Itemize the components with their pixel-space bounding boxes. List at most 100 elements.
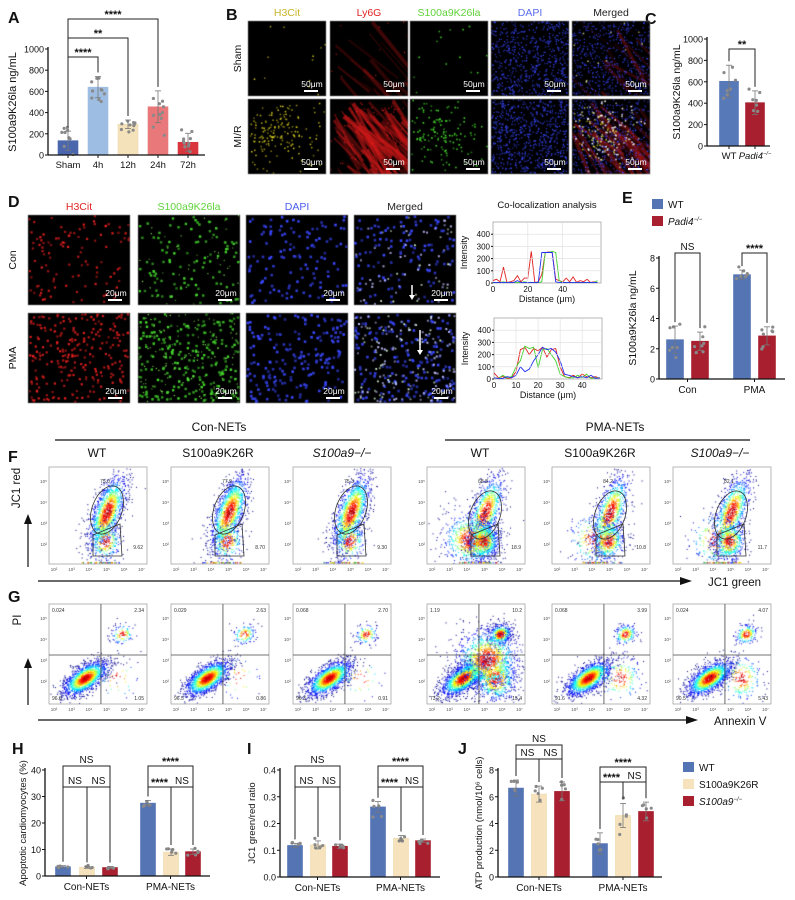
data-point (186, 853, 190, 857)
bar-chart-a (57, 18, 199, 157)
significance-bracket (674, 252, 701, 329)
quadrant-percent: 0.068 (555, 608, 568, 614)
significance-label: NS (92, 776, 106, 787)
scale-bar-line (326, 299, 340, 301)
label-text: Padi4 (739, 151, 763, 162)
y-tick-label: 10³ (40, 658, 47, 663)
y-tick-label: 10² (40, 679, 47, 684)
plot-frame (551, 603, 651, 705)
arrow-right-icon (686, 716, 698, 724)
y-tick-label: 0 (698, 142, 703, 152)
plot-frame (170, 466, 270, 565)
scale-bar-line (547, 90, 561, 92)
x-axis-label: Distance (μm) (519, 294, 575, 304)
x-tick-label: 10³ (571, 707, 578, 712)
channel-header: H3Cit (274, 7, 300, 19)
flow-plot-annexin: 0.068 2.70 96.3 0.91 (292, 603, 392, 705)
significance-bracket (741, 252, 768, 323)
data-point (119, 127, 123, 132)
quadrant-percent: 10.2 (512, 608, 522, 614)
flow-axes: 10² 10³ 10⁴ 10⁵ 10⁶ 10⁷ 10⁵ 10⁴ 10³ 10² (162, 479, 267, 572)
micrograph-con-merged (353, 214, 457, 306)
legend-swatch (683, 796, 694, 806)
data-point (760, 347, 764, 351)
quadrant-percent: 91.6 (555, 696, 565, 702)
scale-bar: 50μm (544, 79, 566, 92)
x-tick-label: 10³ (446, 567, 453, 572)
scale-bar-label: 50μm (301, 79, 322, 89)
x-tick-label: 10⁷ (762, 567, 769, 572)
gate-percent: 68.8 (478, 479, 488, 485)
y-axis-label: Intensity (459, 235, 469, 269)
data-point (420, 838, 424, 843)
arrow-head-icon (417, 350, 423, 355)
micrograph-sham-s100a9k26la (409, 20, 489, 97)
y-tick-label: 200 (29, 129, 44, 139)
data-point (563, 787, 568, 791)
y-tick-label: 10² (418, 679, 425, 684)
quadrant-percent: 1.05 (134, 696, 144, 702)
data-point (318, 845, 322, 849)
gate-polygon (336, 523, 367, 557)
x-tick-label: 40 (578, 381, 587, 390)
genotype-header: S100a9−/− (313, 446, 372, 460)
significance-label: **** (746, 243, 764, 255)
x-tick-label: 10⁵ (225, 567, 232, 572)
micrograph-mir-merged (571, 98, 651, 175)
data-point (512, 779, 516, 783)
bar (733, 274, 751, 380)
data-point (670, 345, 674, 349)
x-tick-label: PMA-NETs (599, 883, 648, 894)
y-tick-label: 10³ (162, 658, 169, 663)
y-tick-label: 800 (688, 56, 703, 66)
x-tick-label: 10⁴ (464, 567, 471, 572)
y-tick-label: 10³ (162, 521, 169, 526)
significance-label: **** (603, 772, 621, 784)
data-point (379, 814, 384, 819)
y-tick-label: 400 (688, 99, 703, 109)
legend-label: WT (668, 200, 684, 211)
bar-chart-c (719, 48, 765, 147)
x-tick-label: Con-NETs (516, 883, 562, 894)
gate-percent: 10.8 (636, 545, 646, 551)
x-tick-label: 10⁶ (243, 567, 250, 572)
x-tick-label: 10² (51, 707, 58, 712)
data-point (131, 128, 135, 132)
data-point (533, 789, 537, 793)
scale-bar-line (466, 90, 480, 92)
quadrant-percent: 4.32 (637, 696, 647, 702)
data-point (694, 351, 698, 355)
scale-bar-line (547, 168, 561, 170)
plot-frame (426, 466, 526, 565)
y-tick-label: 10⁵ (543, 616, 550, 621)
panel-label: E (622, 190, 633, 207)
scale-bar-line (466, 168, 480, 170)
y-axis-label: S100a9K26la ng/mL (7, 52, 19, 152)
y-tick-label: 6 (489, 792, 494, 802)
data-point (730, 65, 735, 69)
data-point (142, 803, 147, 807)
flow-axes: 10² 10³ 10⁴ 10⁵ 10⁶ 10⁷ 10⁵ 10⁴ 10³ 10² (418, 616, 523, 712)
x-tick-label: 10² (554, 567, 561, 572)
gate-percent: 82.1 (724, 479, 734, 485)
data-point (771, 330, 775, 334)
channel-header: Merged (593, 7, 629, 19)
y-tick-label: 0 (39, 151, 44, 161)
x-tick-label: 10⁵ (347, 707, 354, 712)
data-point (371, 798, 375, 803)
significance-label: NS (681, 242, 695, 253)
x-tick-label: 10⁴ (710, 567, 717, 572)
y-tick-label: 10² (664, 542, 671, 547)
scale-bar-line (218, 397, 232, 399)
data-point (313, 836, 317, 840)
legend-item: S100a9−/− (683, 796, 743, 808)
gate-ellipse (212, 485, 246, 535)
data-point (133, 121, 137, 125)
scale-bar: 50μm (463, 157, 485, 170)
flow-axes: 10² 10³ 10⁴ 10⁵ 10⁶ 10⁷ 10⁵ 10⁴ 10³ 10² (418, 479, 523, 572)
row-label: MI/R (232, 125, 244, 148)
scale-bar-label: 20μm (215, 386, 236, 396)
data-point (737, 265, 741, 269)
data-point (290, 841, 294, 845)
bar (554, 791, 570, 878)
